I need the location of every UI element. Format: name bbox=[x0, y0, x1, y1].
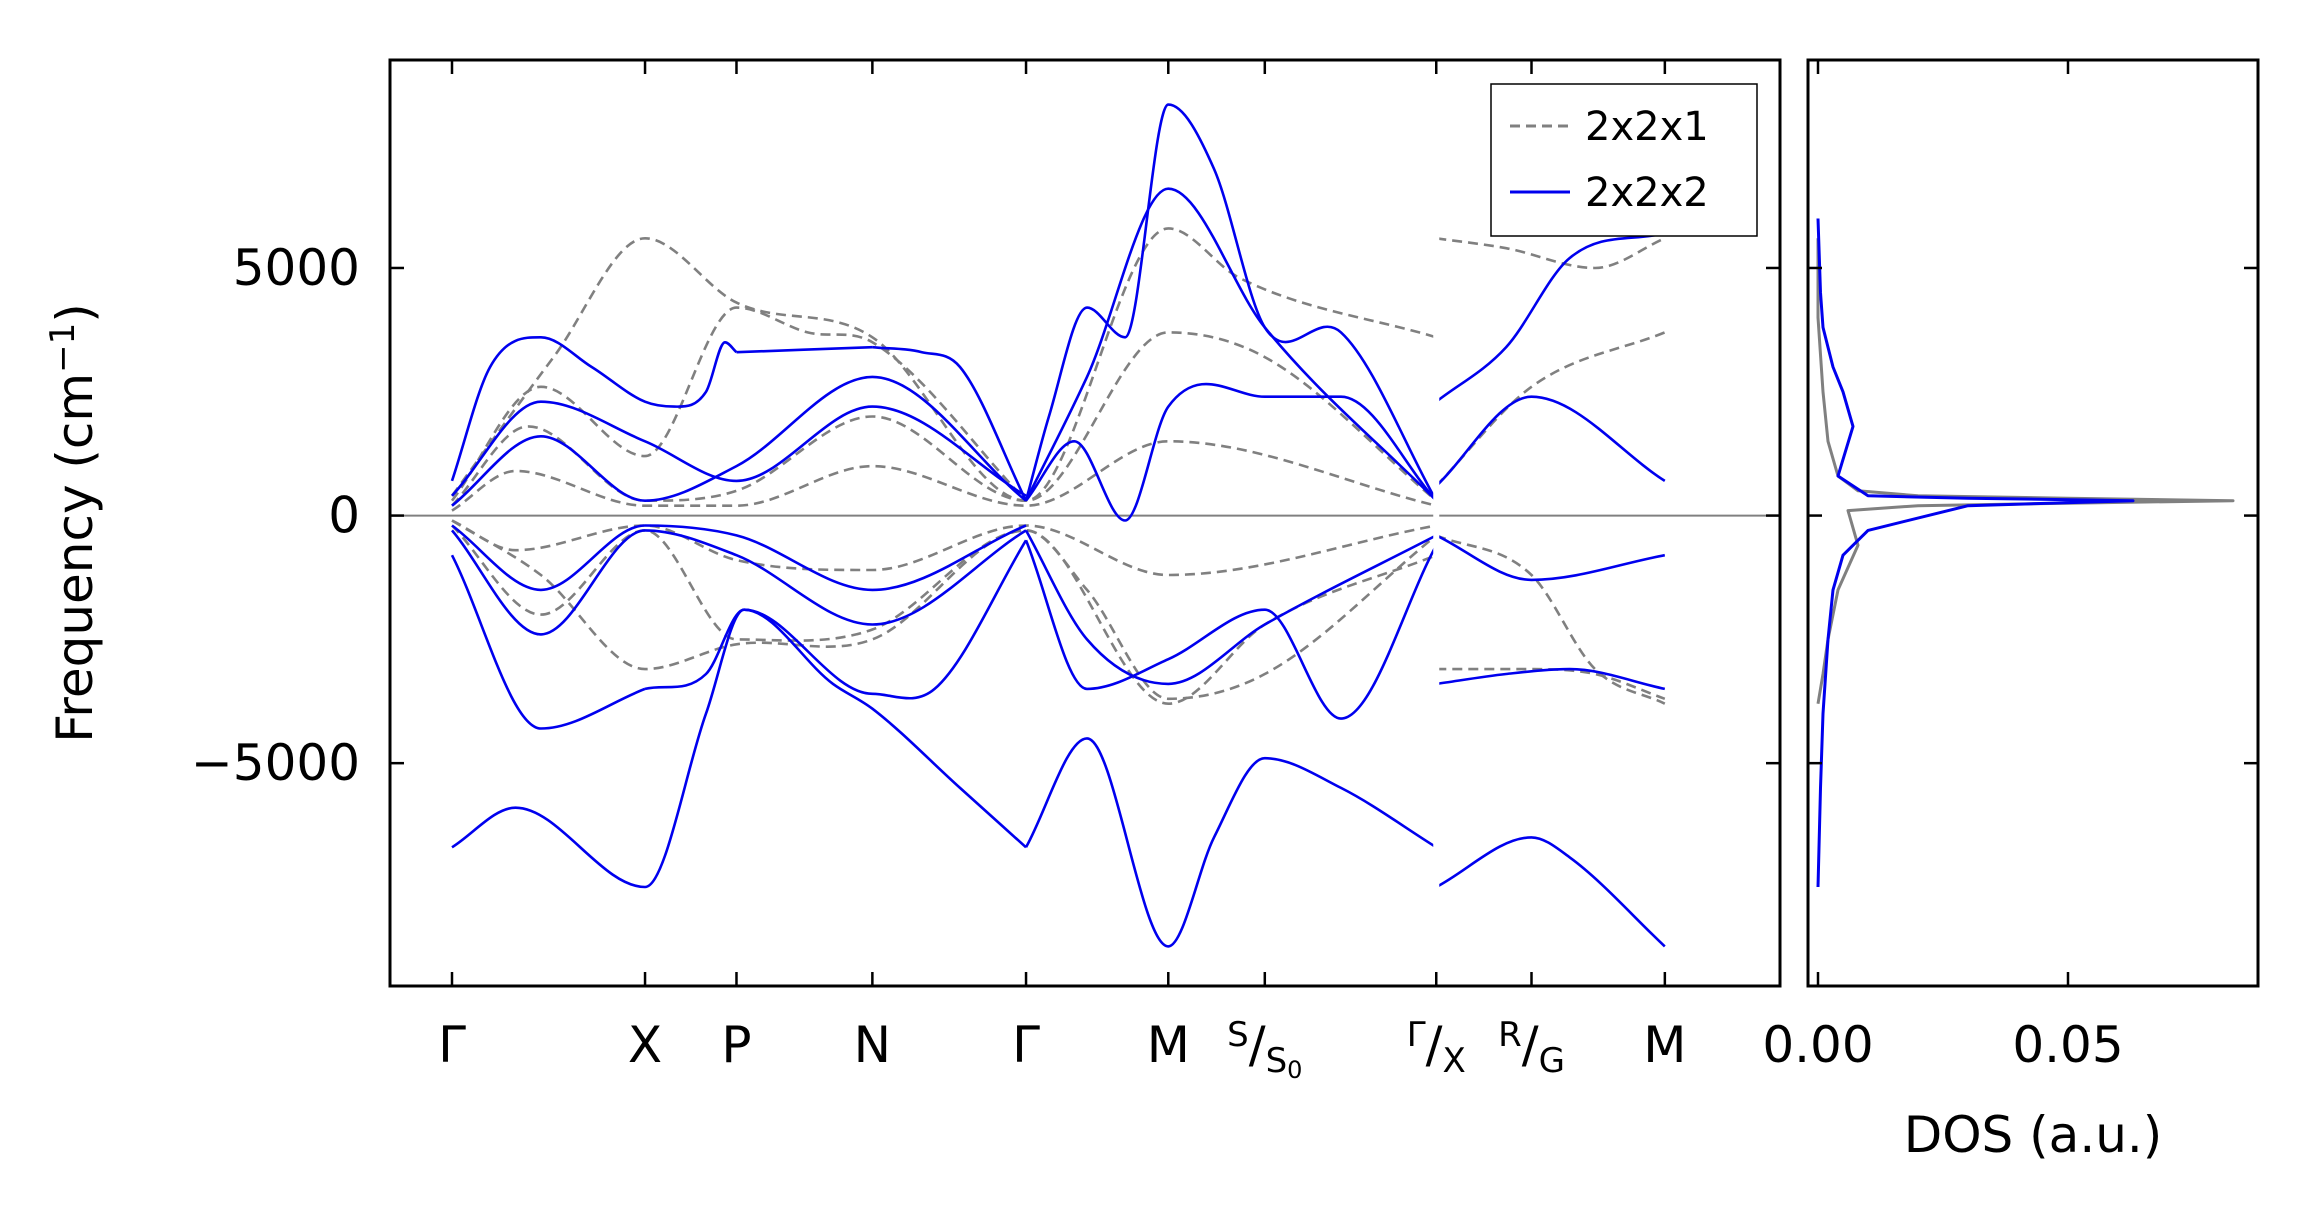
dos-curve-2x2x1 bbox=[1816, 238, 2235, 704]
y-axis-label-sup: −1 bbox=[43, 323, 83, 373]
band-2x2x2-18 bbox=[1435, 534, 1666, 582]
y-tick-label: 5000 bbox=[233, 239, 360, 297]
band-2x2x2-1 bbox=[736, 345, 873, 354]
band-2x2x1-0 bbox=[450, 227, 1437, 502]
dos-ticks: 0.00 0.05 bbox=[1762, 60, 2258, 1074]
band-2x2x1-1 bbox=[450, 306, 1027, 502]
band-2x2x1-10 bbox=[1436, 667, 1666, 701]
legend: 2x2x1 2x2x2 bbox=[1490, 83, 1758, 237]
dos-frame bbox=[1806, 58, 2260, 988]
band-2x2x1-7 bbox=[1436, 237, 1666, 270]
band-2x2x2-6 bbox=[451, 375, 1027, 507]
band-structure-frame bbox=[388, 58, 1782, 988]
k-point-label-sub-main: S bbox=[1266, 1041, 1288, 1081]
band-2x2x2-0 bbox=[450, 335, 738, 482]
k-point-label-slash: / bbox=[1426, 1016, 1443, 1074]
band-2x2x1-5 bbox=[451, 440, 1437, 512]
band-2x2x2-12 bbox=[1024, 539, 1438, 720]
band-2x2x2-17 bbox=[1435, 395, 1666, 487]
band-2x2x2-5 bbox=[451, 400, 1027, 497]
legend-label-2x2x2: 2x2x2 bbox=[1585, 170, 1709, 216]
band-2x2x2-19 bbox=[1436, 667, 1666, 691]
dos-panel: 0.00 0.05 DOS (a.u.) bbox=[1762, 58, 2260, 1164]
k-point-label: M bbox=[1147, 1016, 1190, 1074]
band-2x2x2-13 bbox=[451, 529, 1027, 636]
band-2x2x2-3 bbox=[1024, 103, 1438, 502]
band-2x2x2-16 bbox=[1435, 232, 1666, 403]
k-point-label: Γ bbox=[1012, 1016, 1040, 1074]
band-2x2x2-2 bbox=[872, 345, 1028, 502]
k-point-label-sub-index: 0 bbox=[1287, 1056, 1302, 1084]
k-point-label: R/G bbox=[1498, 1015, 1565, 1081]
k-point-label-sub: X bbox=[1443, 1041, 1466, 1081]
band-2x2x2-8 bbox=[450, 554, 646, 730]
k-point-label-sub: G bbox=[1539, 1041, 1565, 1081]
series-2x2x1 bbox=[450, 227, 1666, 705]
k-point-label-top: Γ bbox=[1407, 1015, 1426, 1055]
band-2x2x1-3 bbox=[451, 524, 1438, 701]
k-point-label: N bbox=[854, 1016, 891, 1074]
band-2x2x2-4 bbox=[1024, 187, 1438, 502]
band-2x2x2-15 bbox=[1024, 529, 1437, 686]
band-2x2x1-8 bbox=[1435, 331, 1666, 487]
k-point-label: Γ/X bbox=[1407, 1015, 1466, 1081]
k-point-label: Γ bbox=[438, 1016, 466, 1074]
k-point-label-slash: / bbox=[1522, 1016, 1539, 1074]
k-point-label: X bbox=[628, 1016, 662, 1074]
band-2x2x1-4 bbox=[451, 519, 1437, 705]
dos-curve-2x2x2 bbox=[1816, 218, 2135, 888]
dos-x-tick-label: 0.05 bbox=[2012, 1016, 2123, 1074]
band-2x2x1-6 bbox=[451, 519, 1437, 577]
dos-x-axis-label: DOS (a.u.) bbox=[1904, 1106, 2163, 1164]
k-point-label: M bbox=[1643, 1016, 1686, 1074]
y-axis-label-base: Frequency (cm bbox=[46, 373, 104, 743]
band-structure-plot-area bbox=[390, 62, 1780, 984]
band-2x2x2-14 bbox=[451, 524, 1027, 592]
path-break-gap bbox=[1433, 62, 1440, 984]
k-point-label: P bbox=[721, 1016, 751, 1074]
legend-box bbox=[1490, 83, 1758, 237]
band-2x2x1-9 bbox=[1435, 534, 1666, 705]
legend-label-2x2x1: 2x2x1 bbox=[1585, 104, 1709, 150]
k-point-label: S/S0 bbox=[1227, 1015, 1302, 1084]
y-tick-label: −5000 bbox=[191, 734, 360, 792]
band-2x2x2-20 bbox=[1435, 836, 1666, 948]
k-point-label-top: S bbox=[1227, 1015, 1249, 1055]
series-2x2x2 bbox=[450, 103, 1666, 948]
y-axis-label-close: ) bbox=[46, 303, 104, 323]
band-2x2x2-11 bbox=[1024, 737, 1437, 948]
y-axis-label: Frequency (cm−1) bbox=[43, 303, 104, 743]
y-tick-label: 0 bbox=[328, 487, 360, 545]
band-2x2x2-9 bbox=[644, 539, 1028, 700]
dos-plot-area bbox=[1816, 218, 2235, 888]
k-point-label-slash: / bbox=[1249, 1016, 1266, 1074]
k-point-label-top: R bbox=[1498, 1015, 1522, 1055]
band-2x2x2-7 bbox=[1024, 382, 1438, 522]
dos-x-tick-label: 0.00 bbox=[1762, 1016, 1873, 1074]
band-2x2x2-10 bbox=[451, 608, 1027, 889]
k-point-label-sub: S0 bbox=[1266, 1041, 1303, 1084]
